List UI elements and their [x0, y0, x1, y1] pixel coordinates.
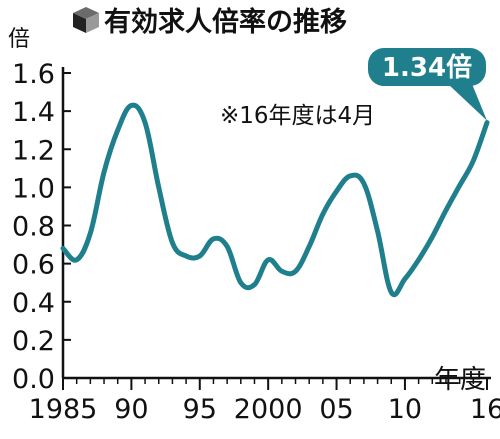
x-axis-ticks: 1985 90 95 2000 05 10 16: [29, 378, 500, 425]
x-tick-label: 2000: [234, 394, 303, 425]
axes: [61, 67, 491, 380]
value-callout: 1.34倍: [368, 48, 487, 121]
x-tick-label: 05: [319, 394, 353, 425]
y-tick-label: 0.4: [12, 288, 55, 319]
y-tick-label: 0.0: [12, 364, 55, 395]
x-tick-label: 16: [470, 394, 500, 425]
series-line: [60, 102, 490, 298]
x-tick-label: 10: [388, 394, 422, 425]
y-tick-label: 1.0: [12, 173, 55, 204]
x-tick-label: 1985: [29, 394, 98, 425]
y-tick-label: 0.8: [12, 212, 55, 243]
cube-icon: [73, 7, 99, 33]
x-tick-label: 90: [114, 394, 148, 425]
y-axis-unit-label: 倍: [8, 27, 30, 52]
y-tick-label: 0.2: [12, 326, 55, 357]
callout-box: [368, 48, 486, 86]
callout-pointer: [448, 84, 487, 121]
x-tick-label: 95: [183, 394, 217, 425]
y-tick-label: 1.6: [12, 59, 55, 90]
callout-label: 1.34倍: [382, 52, 472, 83]
y-tick-label: 1.4: [12, 97, 55, 128]
chart-title: 有効求人倍率の推移: [104, 6, 347, 38]
series: [60, 102, 490, 298]
y-axis-ticks: 0.0 0.2 0.4 0.6 0.8 1.0 1.2 1.4 1.6: [12, 59, 71, 395]
chart-note: ※16年度は4月: [220, 103, 375, 129]
y-tick-label: 0.6: [12, 250, 55, 281]
y-tick-label: 1.2: [12, 135, 55, 166]
